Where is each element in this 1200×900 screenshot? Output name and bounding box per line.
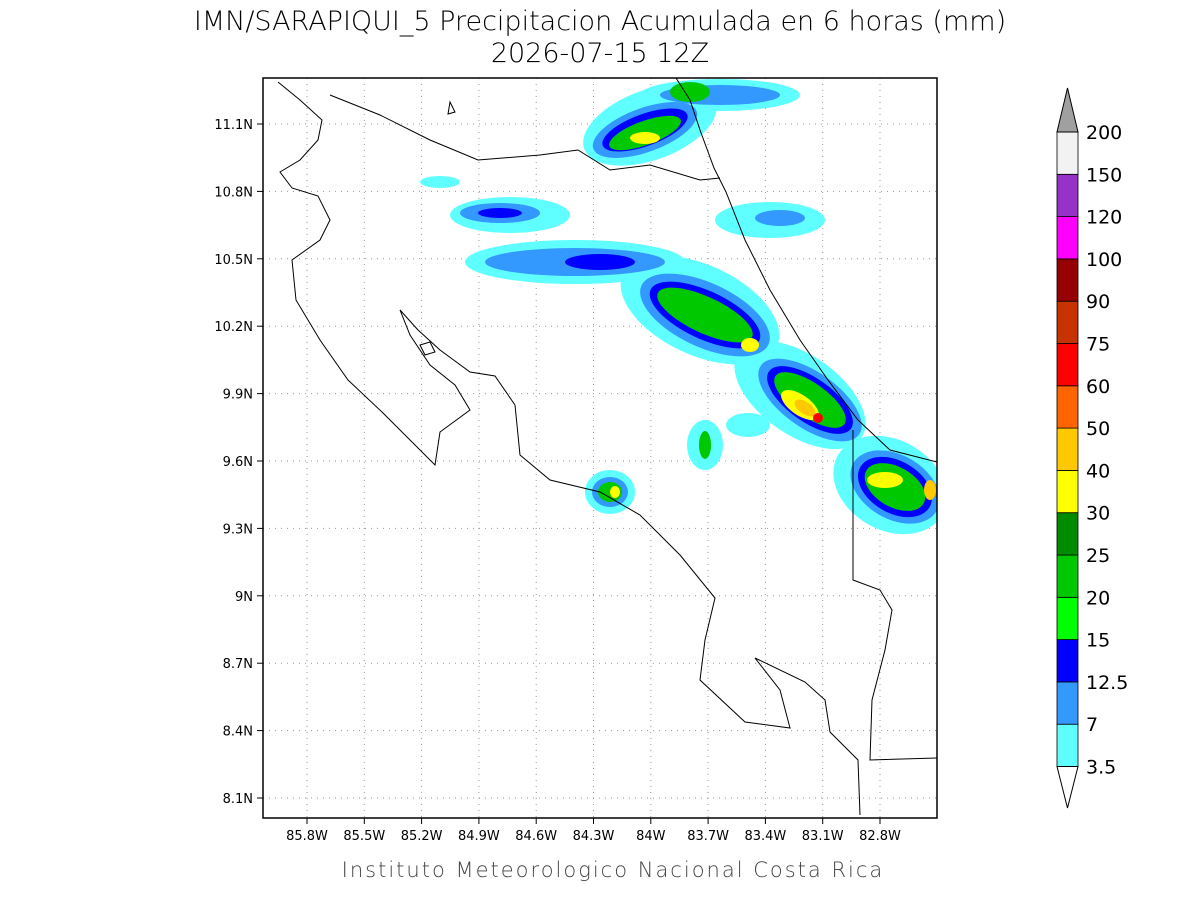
subtitle: 2026-07-15 12Z — [491, 38, 709, 69]
colorbar-under — [1056, 766, 1079, 809]
colorbar: 3.5 7 12.5 15 20 25 30 40 50 60 75 90 100 120 150 200 — [1056, 87, 1128, 809]
colorbar-segment — [1056, 131, 1079, 175]
colorbar-label: 15 — [1086, 630, 1110, 652]
colorbar-segment — [1056, 596, 1079, 640]
colorbar-label: 60 — [1086, 376, 1110, 398]
colorbar-segment — [1056, 723, 1079, 767]
colorbar-segment — [1056, 300, 1079, 344]
colorbar-label: 200 — [1086, 122, 1122, 144]
lon-tick-label: 83.7W — [687, 829, 729, 844]
lon-tick-label: 84W — [636, 829, 666, 844]
colorbar-over — [1056, 87, 1079, 133]
lat-tick-label: 10.8N — [214, 185, 253, 200]
colorbar-segment — [1056, 173, 1079, 218]
lat-tick-label: 8.1N — [223, 792, 253, 807]
coastlines — [277, 78, 937, 816]
colorbar-label: 90 — [1086, 291, 1110, 313]
lat-tick-label: 10.5N — [214, 253, 253, 268]
colorbar-label: 40 — [1086, 460, 1110, 482]
colorbar-segment — [1056, 427, 1079, 471]
lat-tick-label: 9.6N — [223, 455, 253, 470]
colorbar-segment — [1056, 385, 1079, 429]
colorbar-label: 3.5 — [1086, 757, 1116, 779]
colorbar-label: 120 — [1086, 207, 1122, 229]
colorbar-segment — [1056, 343, 1079, 387]
colorbar-segment — [1056, 554, 1079, 598]
lat-tick-label: 11.1N — [214, 118, 253, 133]
colorbar-segment — [1056, 681, 1079, 725]
footer: Instituto Meteorologico Nacional Costa R… — [342, 858, 885, 882]
lon-tick-label: 85.5W — [343, 829, 385, 844]
lon-tick-label: 83.1W — [802, 829, 844, 844]
lon-tick-label: 84.9W — [458, 829, 500, 844]
colorbar-label: 75 — [1086, 334, 1110, 356]
title: IMN/SARAPIQUI_5 Precipitacion Acumulada … — [194, 6, 1006, 37]
lat-tick-label: 8.7N — [223, 657, 253, 672]
lon-tick-label: 84.3W — [573, 829, 615, 844]
lon-tick-label: 83.4W — [744, 829, 786, 844]
colorbar-label: 30 — [1086, 503, 1110, 525]
colorbar-segment — [1056, 258, 1079, 302]
colorbar-label: 7 — [1086, 714, 1098, 736]
colorbar-segment — [1056, 216, 1079, 260]
colorbar-segment — [1056, 469, 1079, 514]
colorbar-label: 12.5 — [1086, 672, 1128, 694]
lat-tick-label: 9.9N — [223, 388, 253, 403]
colorbar-label: 150 — [1086, 164, 1122, 186]
colorbar-label: 100 — [1086, 249, 1122, 271]
colorbar-segment — [1056, 512, 1079, 556]
axis-ticks: 85.8W 85.5W 85.2W 84.9W 84.6W 84.3W 84W 83.7W 83… — [214, 118, 901, 844]
colorbar-label: 25 — [1086, 545, 1110, 567]
lon-tick-label: 84.6W — [515, 829, 557, 844]
lat-tick-label: 9N — [235, 590, 253, 605]
lon-tick-label: 85.8W — [286, 829, 328, 844]
precipitation — [420, 79, 937, 535]
colorbar-label: 50 — [1086, 418, 1110, 440]
lon-tick-label: 85.2W — [401, 829, 443, 844]
map-frame — [262, 77, 938, 819]
lat-tick-label: 10.2N — [214, 320, 253, 335]
colorbar-segment — [1056, 639, 1079, 683]
lon-tick-label: 82.8W — [859, 829, 901, 844]
lat-tick-label: 8.4N — [223, 725, 253, 740]
lat-tick-label: 9.3N — [223, 522, 253, 537]
colorbar-label: 20 — [1086, 587, 1110, 609]
